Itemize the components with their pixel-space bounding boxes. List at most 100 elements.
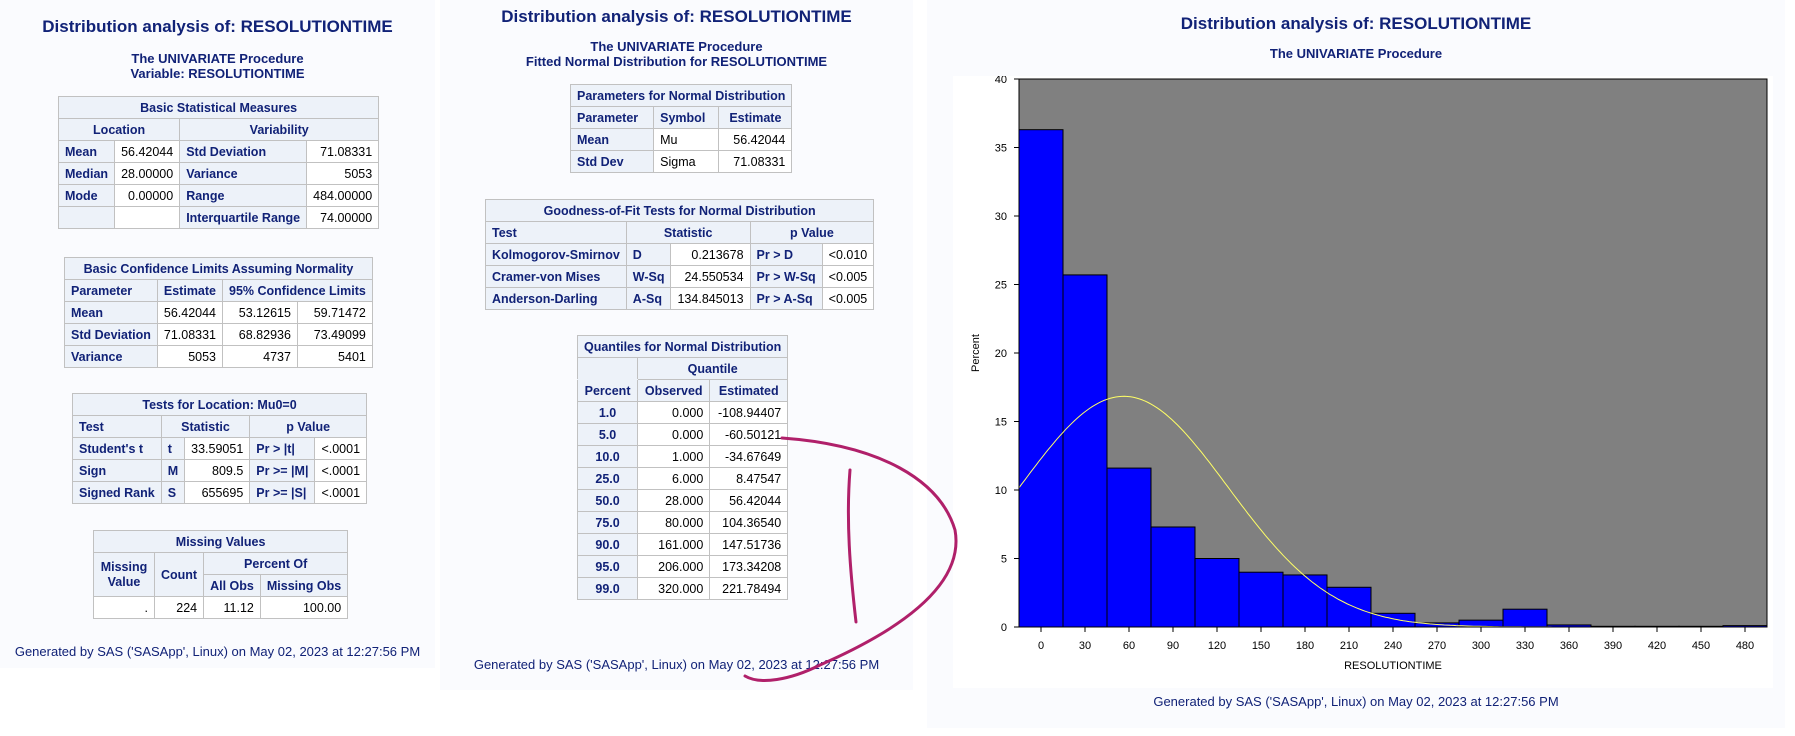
x-tick-label: 180 bbox=[1296, 640, 1314, 652]
cell: -108.94407 bbox=[709, 401, 789, 424]
row-header: Interquartile Range bbox=[179, 206, 308, 229]
y-axis-label: Percent bbox=[970, 334, 982, 372]
cell: 53.12615 bbox=[222, 301, 298, 324]
x-tick-label: 150 bbox=[1252, 640, 1270, 652]
annotation-vertical-stroke bbox=[846, 468, 858, 624]
cell: 161.000 bbox=[637, 533, 711, 556]
column-header: Percent bbox=[576, 379, 639, 402]
cell: <.0001 bbox=[314, 481, 368, 504]
table-row: 10.0 1.000 -34.67649 bbox=[576, 445, 789, 468]
table-row: Std Dev Sigma 71.08331 bbox=[569, 150, 793, 173]
cell: 11.12 bbox=[203, 596, 261, 619]
y-tick-label: 10 bbox=[995, 485, 1007, 497]
cell: Pr > W-Sq bbox=[749, 265, 823, 288]
cell: <0.005 bbox=[821, 265, 875, 288]
cell: 224 bbox=[153, 596, 205, 619]
annotation-curve-stroke bbox=[743, 436, 958, 682]
normal-parameters-table: Parameters for Normal Distribution Param… bbox=[569, 84, 793, 173]
cell: 5053 bbox=[156, 345, 224, 368]
generated-footer: Generated by SAS ('SASApp', Linux) on Ma… bbox=[1153, 694, 1559, 709]
column-header: All Obs bbox=[203, 574, 261, 597]
table-caption: Parameters for Normal Distribution bbox=[569, 84, 793, 107]
cell: <.0001 bbox=[314, 437, 368, 460]
y-tick-label: 20 bbox=[995, 348, 1007, 360]
cell: S bbox=[160, 481, 186, 504]
table-row: 1.0 0.000 -108.94407 bbox=[576, 401, 789, 424]
cell: 5401 bbox=[296, 345, 373, 368]
basic-statistical-measures-table: Basic Statistical Measures Location Vari… bbox=[57, 96, 380, 229]
table-row: 25.0 6.000 8.47547 bbox=[576, 467, 789, 490]
x-tick-label: 360 bbox=[1560, 640, 1578, 652]
row-header: 1.0 bbox=[576, 401, 639, 424]
column-header: Location bbox=[57, 118, 181, 141]
row-header: Mean bbox=[569, 128, 655, 151]
cell: 6.000 bbox=[637, 467, 711, 490]
row-header: 25.0 bbox=[576, 467, 639, 490]
x-tick-label: 60 bbox=[1123, 640, 1135, 652]
table-caption: Basic Confidence Limits Assuming Normali… bbox=[64, 257, 373, 280]
x-tick-label: 450 bbox=[1692, 640, 1710, 652]
cell: Pr > A-Sq bbox=[749, 287, 823, 310]
page-title: Distribution analysis of: RESOLUTIONTIME bbox=[1180, 14, 1532, 33]
row-header: Variance bbox=[179, 162, 308, 185]
cell: A-Sq bbox=[625, 287, 672, 310]
y-tick-label: 15 bbox=[995, 417, 1007, 429]
procedure-title: The UNIVARIATE Procedure bbox=[590, 39, 763, 54]
column-header bbox=[576, 357, 639, 380]
row-header: Cramer-von Mises bbox=[485, 265, 627, 288]
column-header: Test bbox=[72, 415, 162, 438]
row-header: 90.0 bbox=[576, 533, 639, 556]
cell: 59.71472 bbox=[296, 301, 373, 324]
y-tick-label: 40 bbox=[995, 76, 1007, 86]
table-row: 95.0 206.000 173.34208 bbox=[576, 555, 789, 578]
generated-footer: Generated by SAS ('SASApp', Linux) on Ma… bbox=[14, 644, 421, 659]
cell: 73.49099 bbox=[296, 323, 373, 346]
row-header: Variance bbox=[64, 345, 158, 368]
cell: 655695 bbox=[184, 481, 251, 504]
column-header: Estimated bbox=[709, 379, 789, 402]
procedure-title: The UNIVARIATE Procedure bbox=[131, 51, 304, 66]
fitted-distribution-title: Fitted Normal Distribution for RESOLUTIO… bbox=[525, 54, 828, 69]
table-row: Std Deviation 71.08331 68.82936 73.49099 bbox=[64, 323, 373, 346]
row-header: 99.0 bbox=[576, 577, 639, 600]
row-header: Std Deviation bbox=[179, 140, 308, 163]
table-caption: Tests for Location: Mu0=0 bbox=[71, 393, 368, 416]
cell: 100.00 bbox=[259, 596, 349, 619]
cell: 56.42044 bbox=[709, 489, 789, 512]
cell: W-Sq bbox=[625, 265, 672, 288]
missing-values-table: Missing Values Missing Value Count Perce… bbox=[92, 530, 349, 619]
histogram-bar bbox=[1150, 526, 1196, 628]
cell: . bbox=[93, 596, 155, 619]
cell: 5053 bbox=[306, 162, 380, 185]
x-tick-label: 270 bbox=[1428, 640, 1446, 652]
table-caption: Basic Statistical Measures bbox=[57, 96, 380, 119]
table-row: Sign M 809.5 Pr >= |M| <.0001 bbox=[72, 459, 368, 482]
histogram-chart-area: 0 5 10 15 20 25 30 35 40 0 30 60 90 120 150 180 210 240 2… bbox=[953, 74, 1773, 688]
row-header: 10.0 bbox=[576, 445, 639, 468]
cell: 56.42044 bbox=[718, 128, 793, 151]
cell: -34.67649 bbox=[709, 445, 789, 468]
x-axis: 0 30 60 90 120 150 180 210 240 270 300 330 360 390 420… bbox=[1038, 627, 1754, 652]
y-tick-label: 35 bbox=[995, 143, 1007, 155]
y-tick-label: 25 bbox=[995, 280, 1007, 292]
cell: Pr >= |S| bbox=[249, 481, 316, 504]
row-header: Mode bbox=[57, 184, 116, 207]
column-header: Count bbox=[153, 552, 205, 597]
row-header: Median bbox=[57, 162, 116, 185]
cell: 0.213678 bbox=[670, 243, 751, 266]
confidence-limits-table: Basic Confidence Limits Assuming Normali… bbox=[64, 257, 373, 368]
row-header: 50.0 bbox=[576, 489, 639, 512]
cell: Pr >= |M| bbox=[249, 459, 316, 482]
histogram-bar bbox=[1018, 129, 1064, 628]
cell: 0.000 bbox=[637, 401, 711, 424]
cell: 104.36540 bbox=[709, 511, 789, 534]
x-tick-label: 210 bbox=[1340, 640, 1358, 652]
table-row: Variance 5053 4737 5401 bbox=[64, 345, 373, 368]
cell: <.0001 bbox=[314, 459, 368, 482]
cell bbox=[114, 206, 181, 229]
generated-footer: Generated by SAS ('SASApp', Linux) on Ma… bbox=[473, 657, 880, 672]
quantiles-body: 1.0 0.000 -108.94407 5.0 0.000 -60.50121 10.0 1… bbox=[576, 401, 789, 600]
column-header: Percent Of bbox=[203, 552, 349, 575]
table-row: 5.0 0.000 -60.50121 bbox=[576, 423, 789, 446]
cell: 1.000 bbox=[637, 445, 711, 468]
